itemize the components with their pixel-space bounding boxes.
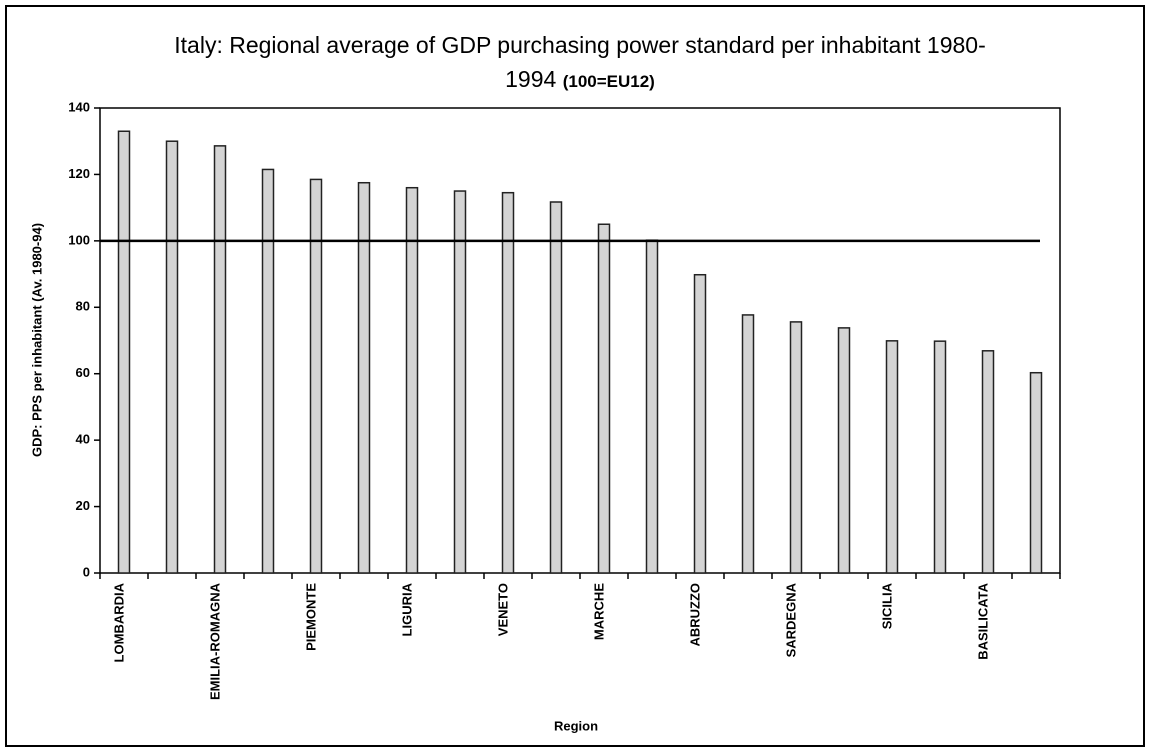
bar (1029, 371, 1043, 574)
bar (453, 190, 467, 574)
x-tick-label: LIGURIA (399, 582, 414, 636)
bar (837, 327, 851, 574)
x-tick-label: SICILIA (879, 582, 894, 629)
bar (501, 191, 515, 574)
plot-border (99, 107, 1061, 574)
y-tick-label: 40 (76, 432, 90, 447)
y-axis-label: GDP: PPS per inhabitant (Av. 1980-94) (29, 223, 44, 457)
x-tick-label: LOMBARDIA (111, 582, 126, 662)
bar (645, 239, 659, 574)
bar (597, 223, 611, 574)
x-tick-label: EMILIA-ROMAGNA (207, 582, 222, 700)
y-tick-label: 60 (76, 365, 90, 380)
bar (261, 168, 275, 574)
y-tick-label: 120 (68, 166, 90, 181)
y-tick-label: 140 (68, 99, 90, 114)
bar (309, 178, 323, 574)
bar (789, 321, 803, 574)
bar (357, 181, 371, 574)
x-tick-label: BASILICATA (975, 582, 990, 659)
title-note: (100=EU12) (562, 72, 655, 91)
bar (933, 340, 947, 574)
x-tick-label: VENETO (495, 583, 510, 636)
title-text: Italy: Regional average of GDP purchasin… (174, 32, 986, 92)
bar (405, 186, 419, 574)
bar (885, 340, 899, 574)
y-tick-label: 20 (76, 498, 90, 513)
bar (741, 314, 755, 574)
bar (165, 140, 179, 574)
y-tick-label: 80 (76, 299, 90, 314)
y-tick-label: 0 (83, 564, 90, 579)
chart-title: Italy: Regional average of GDP purchasin… (160, 28, 1000, 99)
bar (981, 350, 995, 574)
bar (213, 145, 227, 574)
bar (693, 273, 707, 574)
x-tick-label: SARDEGNA (783, 582, 798, 657)
x-tick-label: PIEMONTE (303, 583, 318, 651)
x-tick-label: ABRUZZO (687, 583, 702, 647)
y-tick-label: 100 (68, 232, 90, 247)
x-tick-label: MARCHE (591, 583, 606, 640)
bar (549, 201, 563, 574)
bar (117, 130, 131, 574)
chart-border (5, 5, 1145, 747)
x-axis-label: Region (554, 718, 598, 733)
